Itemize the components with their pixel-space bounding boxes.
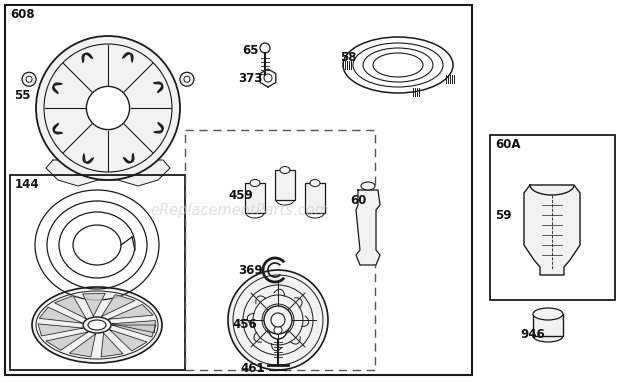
Text: 946: 946: [520, 329, 545, 342]
Circle shape: [271, 313, 285, 327]
Text: 60A: 60A: [495, 138, 521, 151]
Circle shape: [264, 306, 292, 334]
Text: 60: 60: [350, 194, 366, 207]
Bar: [305, 183, 325, 213]
Circle shape: [26, 76, 32, 82]
Ellipse shape: [533, 330, 563, 342]
Bar: [10, 175, 185, 370]
Text: 58: 58: [340, 50, 356, 63]
Text: 65: 65: [242, 44, 259, 57]
Text: 461: 461: [240, 361, 265, 374]
Text: 373: 373: [238, 71, 262, 84]
Polygon shape: [69, 334, 95, 357]
Ellipse shape: [250, 180, 260, 186]
Polygon shape: [82, 293, 105, 316]
Circle shape: [274, 326, 282, 334]
Text: 608: 608: [10, 8, 35, 21]
Text: 144: 144: [15, 178, 40, 191]
Polygon shape: [55, 296, 86, 319]
Polygon shape: [38, 324, 83, 336]
Bar: [245, 183, 265, 213]
Circle shape: [184, 76, 190, 82]
Text: 59: 59: [495, 209, 512, 222]
Text: 456: 456: [232, 319, 257, 332]
Circle shape: [180, 72, 194, 86]
Polygon shape: [356, 190, 380, 265]
Polygon shape: [102, 295, 135, 316]
Circle shape: [36, 36, 180, 180]
Text: 369: 369: [238, 264, 263, 277]
Text: 55: 55: [14, 89, 30, 102]
Bar: [490, 135, 615, 300]
Polygon shape: [46, 332, 88, 350]
Ellipse shape: [361, 182, 375, 190]
Ellipse shape: [88, 320, 106, 330]
Polygon shape: [524, 185, 580, 275]
Ellipse shape: [32, 287, 162, 363]
Circle shape: [228, 270, 328, 370]
Polygon shape: [260, 69, 276, 87]
Polygon shape: [112, 320, 156, 333]
Text: 459: 459: [228, 188, 253, 201]
Circle shape: [22, 72, 36, 86]
Bar: [533, 314, 563, 336]
Polygon shape: [101, 333, 123, 357]
Ellipse shape: [533, 308, 563, 320]
Polygon shape: [112, 325, 156, 337]
Circle shape: [260, 43, 270, 53]
Ellipse shape: [280, 167, 290, 173]
Bar: [185, 130, 375, 370]
Polygon shape: [39, 307, 82, 323]
Bar: [5, 5, 472, 375]
Circle shape: [264, 74, 272, 82]
Ellipse shape: [310, 180, 320, 186]
Text: eReplacementParts.com: eReplacementParts.com: [151, 202, 329, 217]
Bar: [275, 170, 295, 200]
Polygon shape: [46, 160, 170, 186]
Ellipse shape: [83, 317, 111, 333]
Polygon shape: [108, 304, 153, 319]
Circle shape: [86, 86, 130, 129]
Polygon shape: [110, 330, 147, 351]
Circle shape: [269, 321, 287, 339]
